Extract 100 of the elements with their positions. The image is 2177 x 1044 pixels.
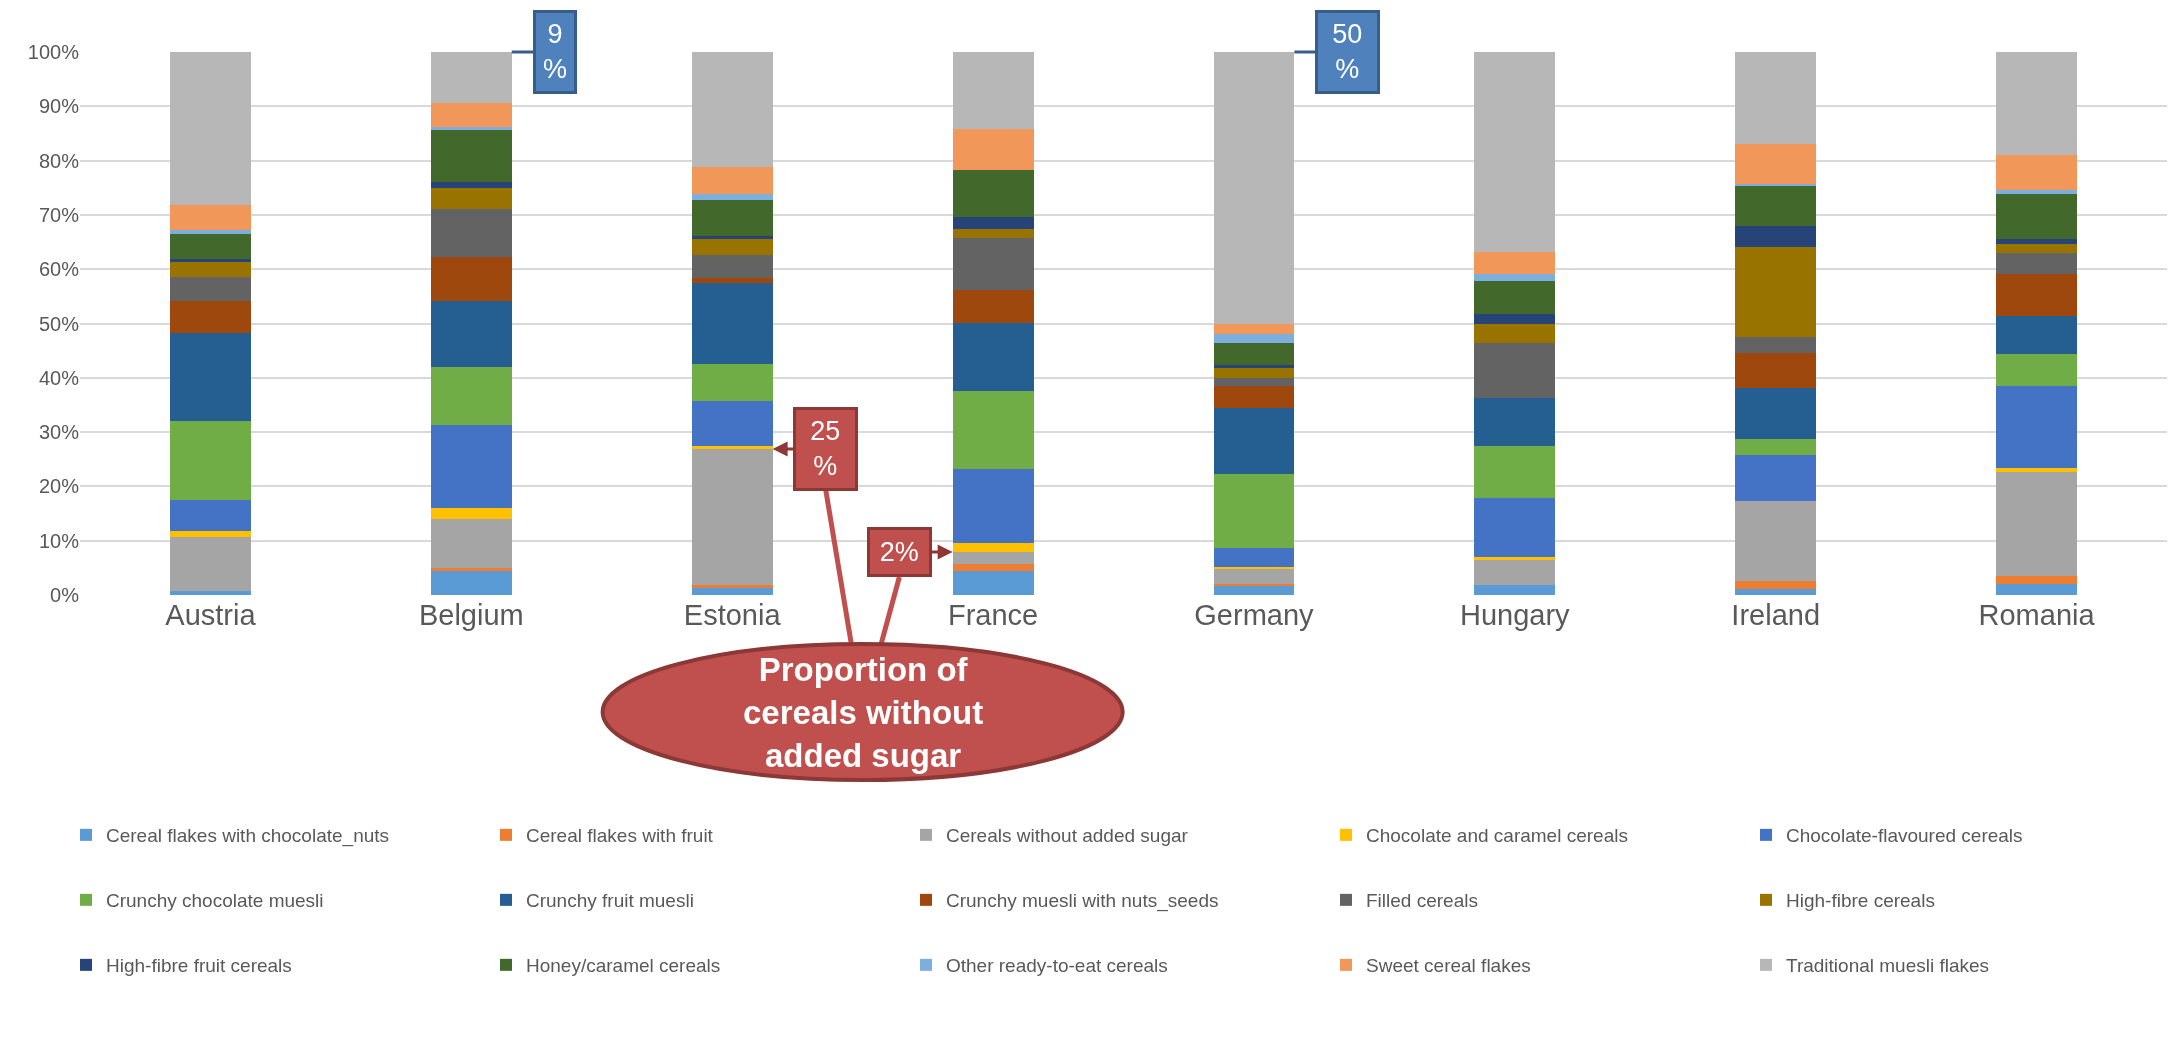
bar xyxy=(1213,52,1295,324)
bar xyxy=(430,366,512,426)
bar xyxy=(1213,548,1295,568)
bar xyxy=(1474,324,1556,344)
y-tick-label: 60% xyxy=(38,258,80,281)
legend-label: Other ready-to-eat cereals xyxy=(946,955,1168,977)
y-tick-label: 80% xyxy=(38,149,80,172)
bar xyxy=(1996,472,2077,576)
x-tick-label: Belgium xyxy=(418,599,524,631)
bar xyxy=(952,128,1034,170)
bar xyxy=(430,188,512,209)
legend-label: Filled cereals xyxy=(1366,890,1478,912)
bar xyxy=(170,421,251,500)
bar xyxy=(691,167,773,195)
y-tick-label: 30% xyxy=(38,421,80,444)
bar xyxy=(170,301,251,334)
bar xyxy=(952,52,1034,129)
legend-label: Traditional muesli flakes xyxy=(1786,955,1990,977)
bar xyxy=(1474,252,1556,275)
x-tick-label: France xyxy=(947,599,1039,631)
legend-label: Crunchy muesli with nuts_seeds xyxy=(946,890,1219,913)
bar xyxy=(1735,185,1817,226)
bar xyxy=(430,300,512,367)
bar xyxy=(430,425,512,508)
bar xyxy=(952,169,1034,217)
bar xyxy=(170,205,251,230)
y-tick-label: 10% xyxy=(38,529,80,552)
bar xyxy=(691,401,773,447)
bar xyxy=(1735,225,1817,247)
text: Proportion of cereals without added sugar xyxy=(743,651,984,774)
bar xyxy=(1735,589,1817,595)
bar xyxy=(1474,559,1556,586)
bar xyxy=(170,261,251,277)
bar xyxy=(430,518,512,569)
bar xyxy=(430,182,512,189)
legend-label: High-fibre fruit cereals xyxy=(106,955,292,977)
bar xyxy=(691,283,773,365)
x-tick-label: Estonia xyxy=(683,599,782,631)
bar xyxy=(170,591,251,595)
bar xyxy=(1735,336,1817,353)
y-tick-label: 50% xyxy=(38,312,80,335)
bar xyxy=(430,208,512,258)
bar xyxy=(952,229,1034,239)
bar xyxy=(691,446,773,449)
legend-label: Honey/caramel cereals xyxy=(526,955,721,977)
bar xyxy=(1213,473,1295,549)
bar xyxy=(1213,407,1295,474)
bar xyxy=(691,255,773,279)
bar xyxy=(1735,352,1817,388)
bar xyxy=(691,52,773,168)
bar xyxy=(170,52,251,206)
bar xyxy=(170,234,251,260)
bar xyxy=(170,259,251,262)
bar xyxy=(1735,52,1817,145)
bar xyxy=(1213,323,1295,335)
bar xyxy=(1213,365,1295,369)
bar xyxy=(952,238,1034,291)
bar xyxy=(1996,386,2077,468)
bar xyxy=(430,103,512,127)
bar xyxy=(1996,274,2077,317)
bar xyxy=(1735,439,1817,456)
bar xyxy=(1213,585,1295,595)
bar xyxy=(170,531,251,537)
bar xyxy=(1213,368,1295,378)
legend-label: Crunchy chocolate muesli xyxy=(106,890,324,912)
legend-label: Chocolate and caramel cereals xyxy=(1366,825,1628,847)
legend-label: Chocolate-flavoured cereals xyxy=(1786,825,2023,847)
bar xyxy=(691,448,773,585)
y-tick-label: 70% xyxy=(38,203,80,226)
bar xyxy=(1735,580,1817,590)
legend-label: Sweet cereal flakes xyxy=(1366,955,1531,977)
bar xyxy=(1474,556,1556,560)
bar xyxy=(1996,576,2077,585)
bar xyxy=(691,364,773,402)
legend-label: Cereal flakes with fruit xyxy=(526,825,714,847)
bar xyxy=(691,236,773,239)
bar xyxy=(691,588,773,595)
x-tick-label: Germany xyxy=(1194,599,1315,631)
y-tick-label: 0% xyxy=(50,584,80,606)
bar xyxy=(1213,342,1295,366)
x-tick-label: Hungary xyxy=(1460,599,1571,631)
bar xyxy=(952,570,1034,595)
annotation: 9 % xyxy=(543,19,568,85)
bar xyxy=(430,126,512,130)
bar xyxy=(952,391,1034,470)
bar xyxy=(952,322,1034,392)
bar xyxy=(952,563,1034,571)
annotation: 2% xyxy=(879,536,919,567)
annotation: 25 % xyxy=(810,416,841,482)
bar xyxy=(952,216,1034,230)
y-tick-label: 90% xyxy=(38,95,80,118)
bar xyxy=(691,278,773,284)
bar xyxy=(170,276,251,302)
bar xyxy=(952,469,1034,544)
bar xyxy=(691,194,773,201)
bar xyxy=(1996,190,2077,194)
annotation: 50 % xyxy=(1332,19,1363,85)
bar xyxy=(1474,52,1556,253)
bar xyxy=(1735,387,1817,440)
bar xyxy=(1474,280,1556,315)
